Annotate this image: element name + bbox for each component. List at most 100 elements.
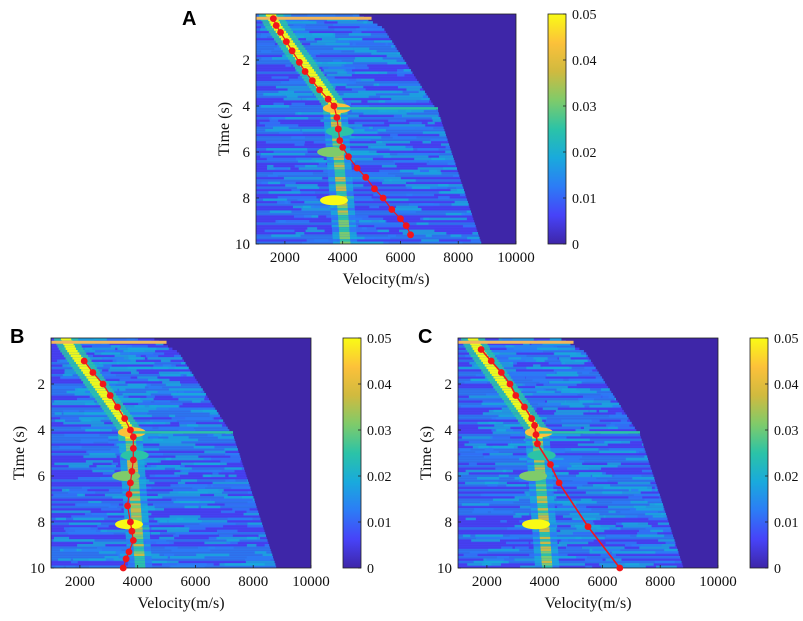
x-axis-label: Velocity(m/s): [544, 595, 631, 612]
plot-frame: [50, 337, 312, 569]
pick-point: [333, 114, 341, 121]
pick-point: [532, 431, 540, 438]
y-tick-label: 4: [243, 99, 251, 115]
colorbar-tick-label: 0.02: [367, 470, 392, 485]
pick-point: [277, 29, 284, 36]
colorbar-tick-label: 0.03: [572, 100, 597, 115]
pick-point: [80, 357, 88, 365]
pick-point: [506, 380, 514, 388]
y-tick-label: 6: [445, 469, 453, 485]
colorbar-tick-label: 0.03: [774, 424, 799, 439]
panel-B: 2000 4000 6000 8000 10000 2 4 6 8 10 Velocity(m/s)…: [11, 332, 392, 612]
x-tick-label: 8000: [645, 574, 675, 590]
heatmap-field: [51, 338, 277, 568]
x-tick-label: 10000: [497, 250, 535, 266]
pick-point: [487, 357, 495, 365]
x-tick-label: 2000: [270, 250, 300, 266]
pick-point: [512, 392, 520, 399]
pick-point: [584, 523, 592, 530]
pick-point: [477, 346, 485, 353]
y-tick-label: 2: [38, 377, 46, 393]
pick-point: [128, 527, 136, 535]
colorbar-tick-label: 0.05: [774, 332, 799, 347]
pick-point: [106, 392, 114, 399]
x-tick-label: 8000: [238, 574, 268, 590]
y-tick-label: 8: [38, 515, 46, 531]
pick-point: [114, 403, 121, 411]
colorbar-tick-label: 0.04: [367, 378, 392, 393]
y-tick-label: 8: [445, 515, 453, 531]
colorbar-tick-label: 0.04: [572, 54, 597, 69]
pick-point: [282, 38, 290, 45]
pick-point: [127, 479, 134, 487]
pick-point: [555, 479, 563, 487]
colorbar: [749, 337, 769, 569]
pick-point: [272, 22, 280, 29]
panel-label-C: C: [418, 326, 432, 348]
pick-point: [379, 194, 387, 202]
pick-point: [407, 231, 414, 239]
x-tick-label: 6000: [587, 574, 617, 590]
y-axis-label: Time (s): [216, 102, 233, 156]
pick-point: [362, 173, 370, 181]
y-tick-label: 10: [30, 561, 45, 577]
panel-label-B: B: [10, 326, 24, 348]
pick-point: [125, 548, 133, 556]
pick-point: [402, 222, 410, 230]
y-axis-label: Time (s): [418, 426, 435, 480]
x-axis-label: Velocity(m/s): [342, 271, 429, 288]
y-tick-label: 8: [243, 191, 251, 207]
colorbar-tick-label: 0.04: [774, 378, 799, 393]
pick-point: [397, 215, 404, 223]
pick-point: [288, 47, 296, 55]
colorbar-tick-label: 0: [774, 562, 781, 577]
y-tick-label: 2: [445, 377, 453, 393]
colorbar: [342, 337, 362, 569]
colorbar-tick-label: 0.02: [572, 146, 597, 161]
pick-point: [336, 137, 344, 144]
y-tick-label: 4: [38, 423, 46, 439]
pick-point: [269, 15, 277, 22]
pick-point: [324, 95, 332, 103]
pick-point: [531, 422, 538, 429]
pick-point: [124, 502, 131, 510]
y-tick-label: 10: [437, 561, 452, 577]
pick-point: [371, 185, 378, 193]
colorbar-tick-label: 0.03: [367, 424, 392, 439]
colorbar-tick-label: 0.01: [367, 516, 392, 531]
pick-point: [129, 537, 137, 544]
x-tick-label: 4000: [530, 574, 560, 590]
colorbar-tick-label: 0: [572, 238, 579, 253]
pick-point: [125, 491, 133, 498]
pick-point: [129, 456, 137, 464]
pick-point: [89, 369, 97, 376]
x-axis-label: Velocity(m/s): [137, 595, 224, 612]
x-tick-label: 6000: [385, 250, 415, 266]
colorbar-tick-label: 0.01: [572, 192, 597, 207]
pick-point: [339, 144, 347, 151]
pick-point: [127, 426, 134, 434]
pick-point: [127, 518, 134, 526]
panel-A: 2000 4000 6000 8000 10000 2 4 6 8 10 Velocity(m/s)…: [216, 8, 597, 288]
pick-point: [534, 440, 541, 448]
colorbar-tick-label: 0.01: [774, 516, 799, 531]
y-tick-label: 2: [243, 53, 251, 69]
colorbar-tick-label: 0.02: [774, 470, 799, 485]
x-tick-label: 8000: [443, 250, 473, 266]
x-tick-label: 2000: [65, 574, 95, 590]
pick-point: [388, 206, 396, 213]
colorbar-tick-label: 0: [367, 562, 374, 577]
x-tick-label: 10000: [292, 574, 330, 590]
plot-frame: [457, 337, 719, 569]
colorbar-tick-label: 0.05: [367, 332, 392, 347]
panel-label-A: A: [182, 8, 196, 30]
pick-point: [295, 58, 303, 66]
pick-point: [547, 461, 554, 468]
colorbar-tick-label: 0.05: [572, 8, 597, 23]
pick-point: [353, 164, 361, 172]
pick-point: [129, 445, 137, 452]
x-tick-label: 6000: [180, 574, 210, 590]
y-tick-label: 6: [38, 469, 46, 485]
y-tick-label: 6: [243, 145, 251, 161]
